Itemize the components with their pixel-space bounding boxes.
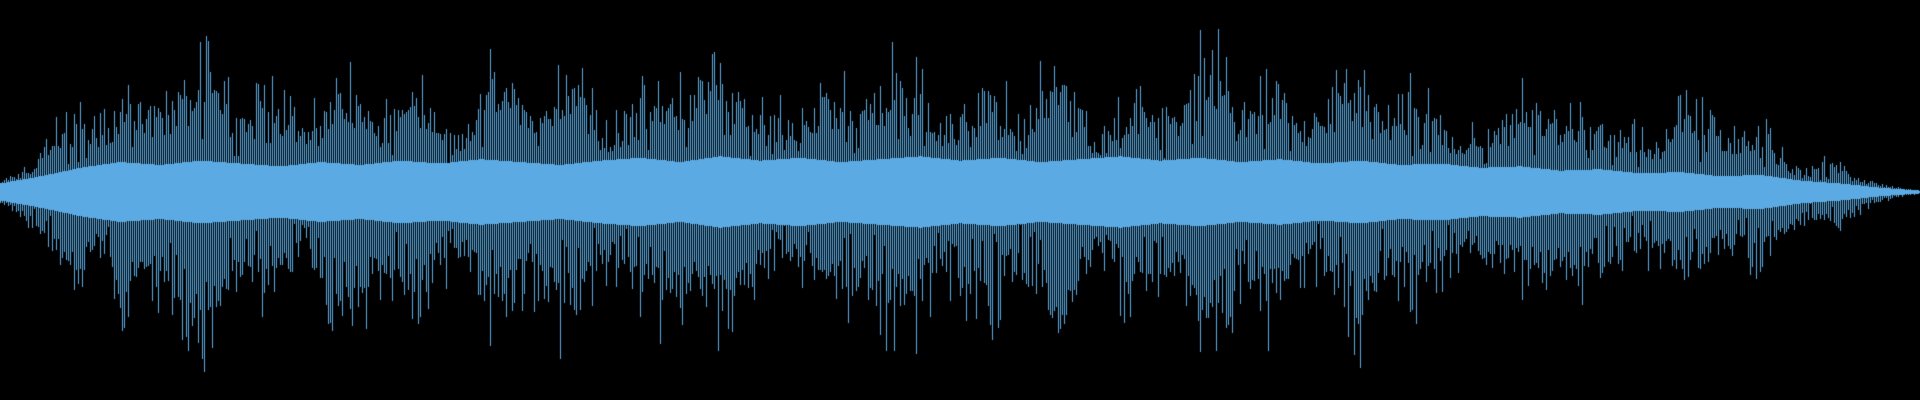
waveform-canvas[interactable]	[0, 0, 1920, 400]
audio-waveform-viewer[interactable]	[0, 0, 1920, 400]
